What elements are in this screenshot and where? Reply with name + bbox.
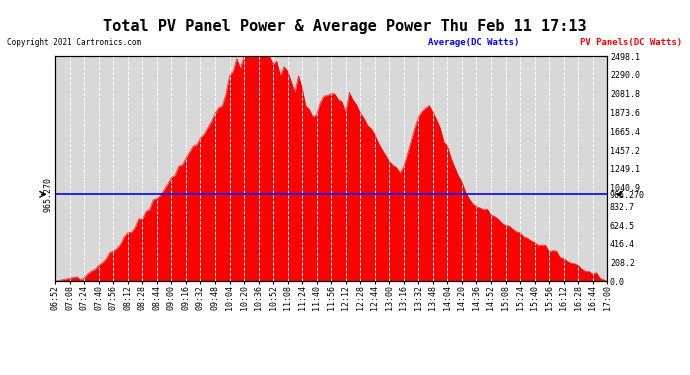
Text: Total PV Panel Power & Average Power Thu Feb 11 17:13: Total PV Panel Power & Average Power Thu… bbox=[104, 19, 586, 34]
Text: Average(DC Watts): Average(DC Watts) bbox=[428, 38, 519, 47]
Text: PV Panels(DC Watts): PV Panels(DC Watts) bbox=[580, 38, 682, 47]
Text: Copyright 2021 Cartronics.com: Copyright 2021 Cartronics.com bbox=[7, 38, 141, 47]
